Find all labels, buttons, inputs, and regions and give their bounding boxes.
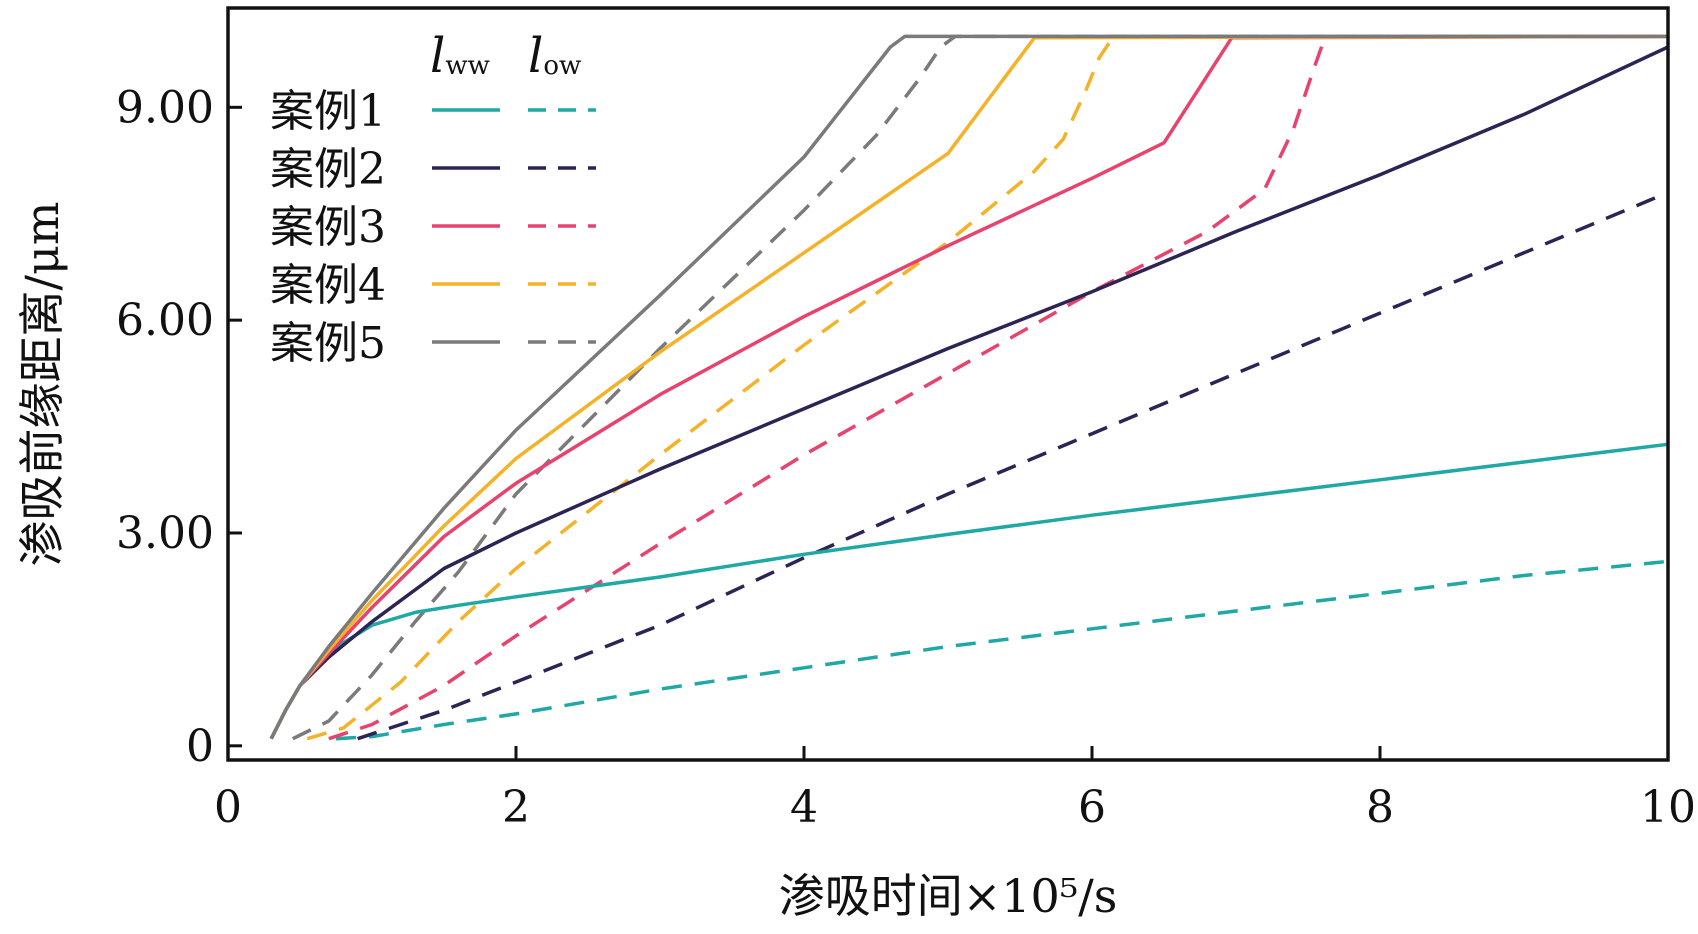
plot-frame xyxy=(226,6,1670,762)
series-1-low-line xyxy=(335,559,1669,741)
series-4-low-line xyxy=(306,34,1668,741)
y-tick-label: 0 xyxy=(186,721,214,772)
series-2-low-line xyxy=(357,190,1669,741)
x-tick-label: 8 xyxy=(1366,782,1394,833)
x-axis-title: 渗吸时间×10⁵/s xyxy=(779,869,1118,923)
x-tick-label: 4 xyxy=(790,782,818,833)
series-1-lww-line xyxy=(269,442,1669,740)
series-5-low-line xyxy=(292,34,1668,741)
series-3-low-line xyxy=(328,34,1668,741)
x-tick-label: 0 xyxy=(214,782,242,833)
legend-label: 案例4 xyxy=(270,260,386,311)
legend-label: 案例2 xyxy=(270,144,386,195)
x-tick-label: 10 xyxy=(1640,782,1696,833)
x-tick-label: 2 xyxy=(502,782,530,833)
series-2-lww-line xyxy=(269,45,1669,740)
y-tick-label: 6.00 xyxy=(116,295,214,346)
y-tick-label: 3.00 xyxy=(116,508,214,559)
legend-header-ow: low xyxy=(528,28,581,84)
series-layer xyxy=(269,34,1669,741)
y-tick-label: 9.00 xyxy=(116,82,214,133)
y-axis-title: 渗吸前缘距离/μm xyxy=(15,201,69,566)
legend: lww low 案例1 案例2 案例3 案例4 案例5 xyxy=(270,28,596,369)
legend-label: 案例3 xyxy=(270,202,386,253)
tick-layer: 0 2 4 6 8 10 0 3.00 6.00 9.00 xyxy=(116,82,1696,833)
x-tick-label: 6 xyxy=(1078,782,1106,833)
legend-label: 案例1 xyxy=(270,86,386,137)
legend-label: 案例5 xyxy=(270,318,386,369)
legend-header-ww: lww xyxy=(430,28,490,84)
series-5-lww-line xyxy=(269,34,1668,740)
